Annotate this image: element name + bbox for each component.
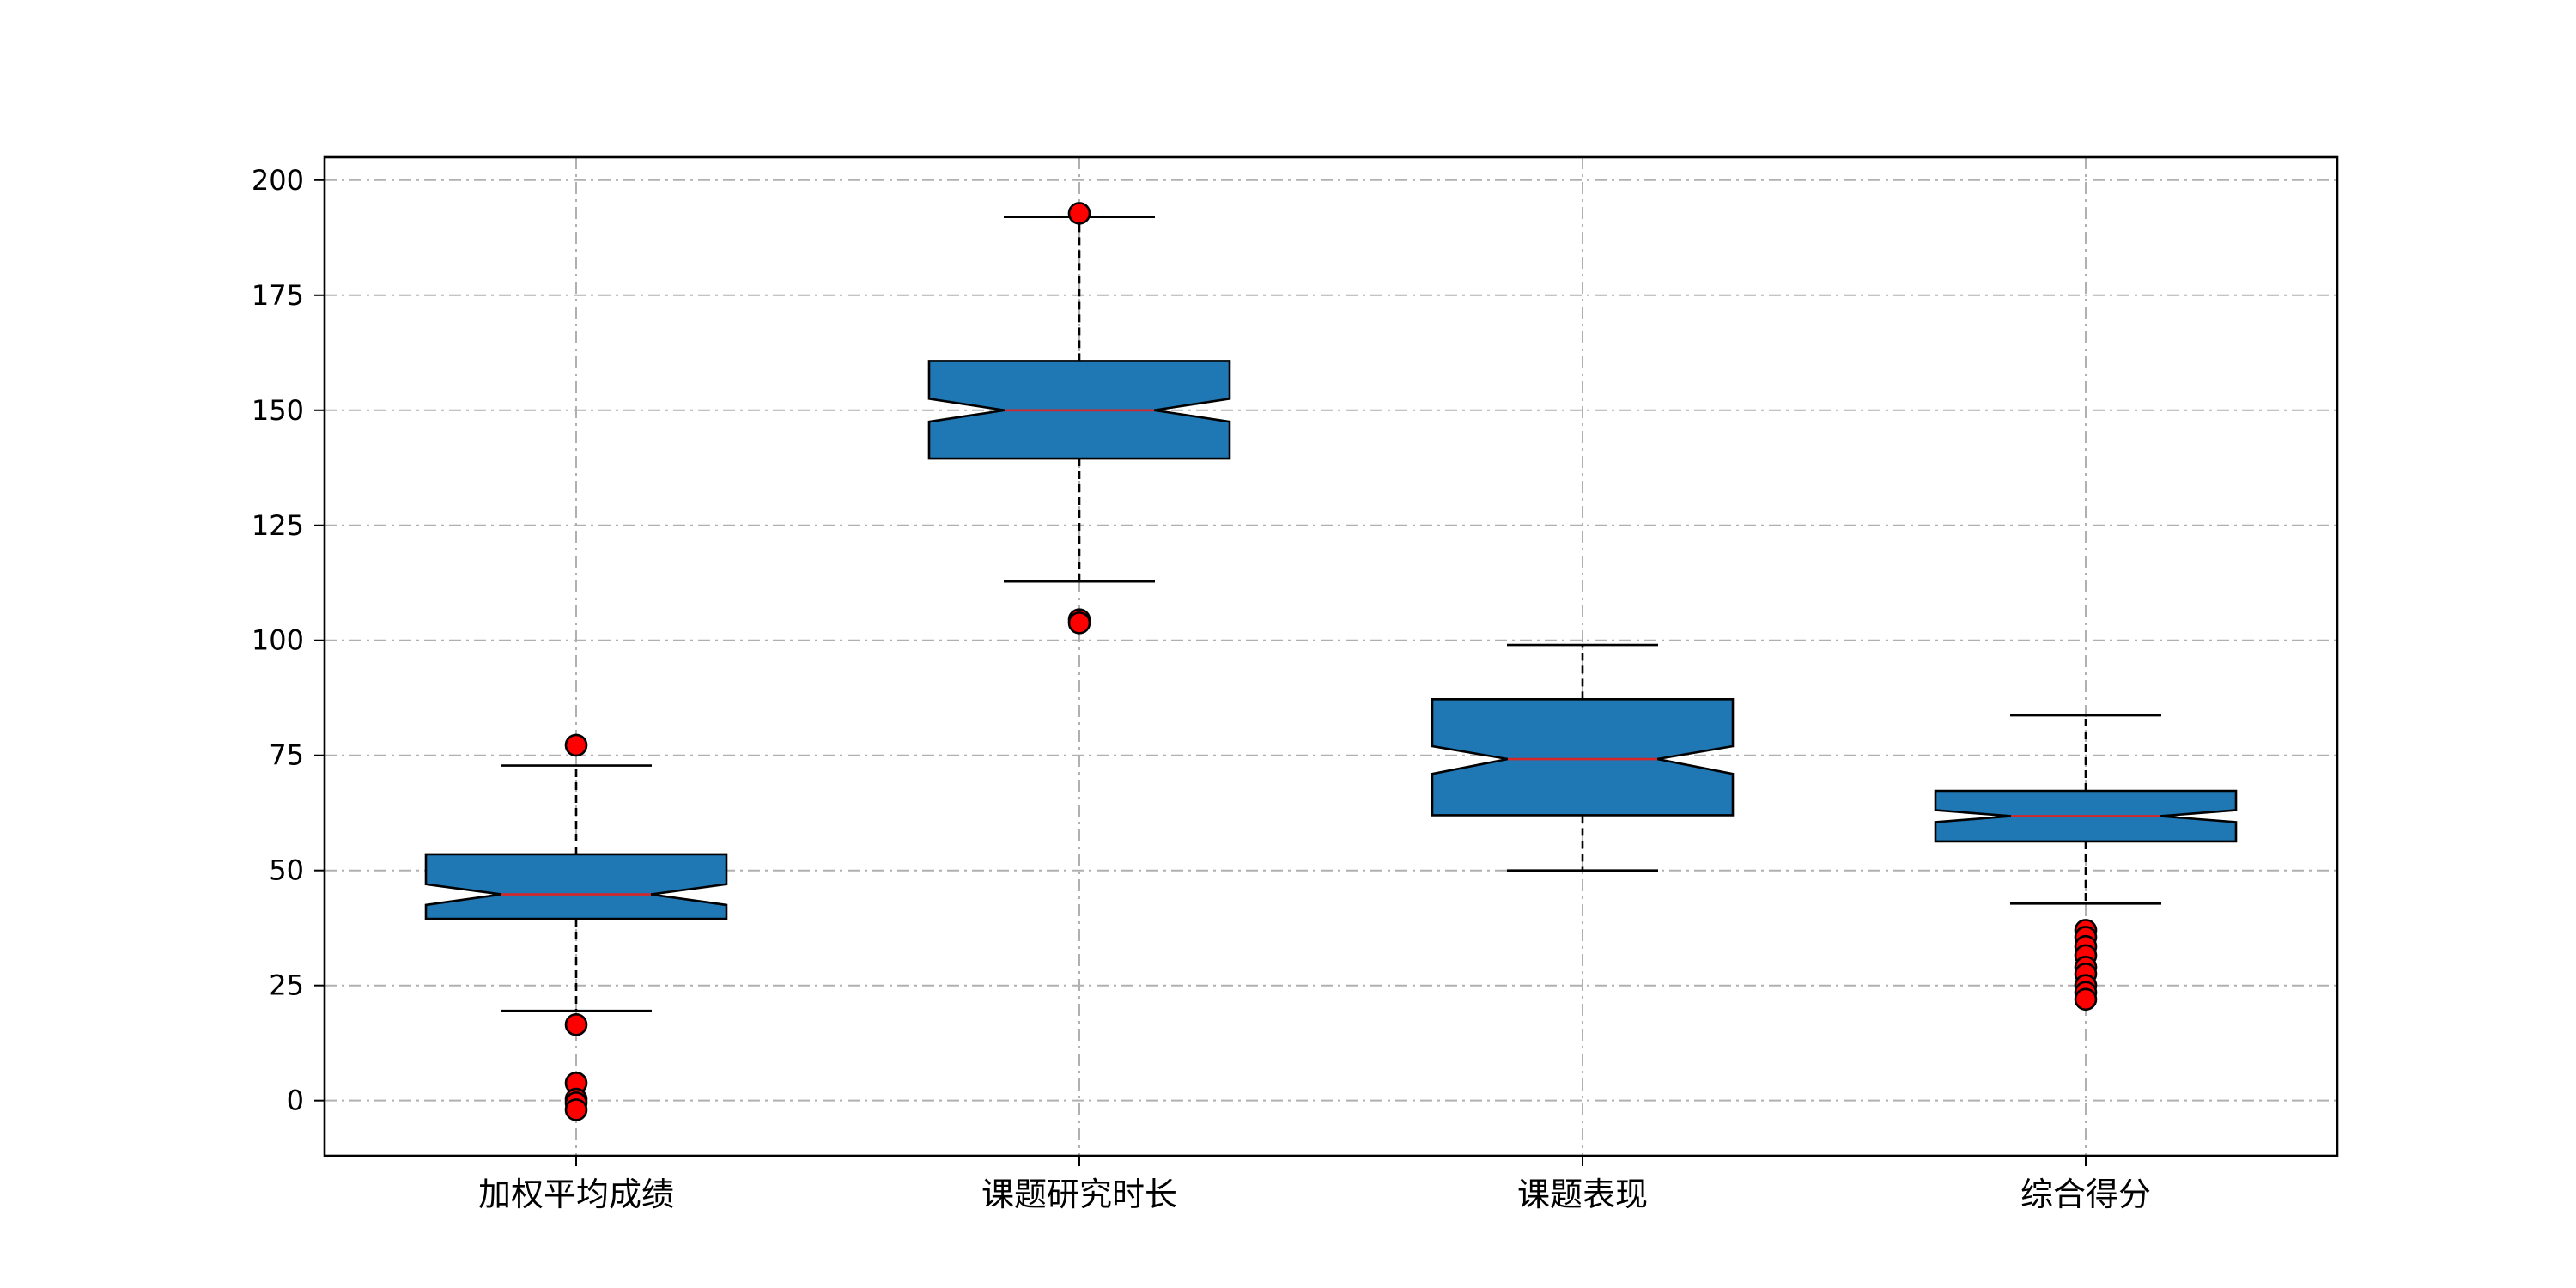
outlier-point (1067, 611, 1091, 635)
box-2 (927, 202, 1231, 635)
y-tick-label: 25 (269, 969, 304, 1002)
box-body (1431, 698, 1735, 817)
y-axis: 0 25 50 75 100 125 150 175 200 (252, 164, 325, 1117)
outlier-point (564, 1012, 588, 1036)
box-3 (1431, 643, 1735, 872)
x-tick-label: 课题表现 (1517, 1176, 1648, 1213)
y-tick-label: 50 (269, 854, 304, 887)
y-tick-label: 150 (252, 394, 304, 427)
plot-frame (323, 155, 2339, 1157)
y-tick-label: 200 (252, 164, 304, 197)
y-tick-label: 100 (252, 624, 304, 657)
box-4 (1934, 714, 2238, 1012)
y-tick-label: 75 (269, 739, 304, 772)
outlier-point (564, 733, 588, 757)
box-body (424, 853, 728, 920)
y-tick-label: 125 (252, 509, 304, 542)
x-axis: 加权平均成绩 课题研究时长 课题表现 综合得分 (478, 1156, 2151, 1213)
outlier-point (2074, 987, 2098, 1012)
outlier-point (1067, 202, 1091, 225)
y-tick-label: 175 (252, 279, 304, 312)
outlier-point (564, 1098, 588, 1121)
box-1 (424, 733, 728, 1121)
y-tick-label: 0 (287, 1084, 304, 1117)
x-tick-label: 加权平均成绩 (478, 1176, 674, 1213)
x-tick-label: 课题研究时长 (981, 1176, 1177, 1213)
x-tick-label: 综合得分 (2020, 1176, 2151, 1213)
boxes (424, 202, 2238, 1121)
